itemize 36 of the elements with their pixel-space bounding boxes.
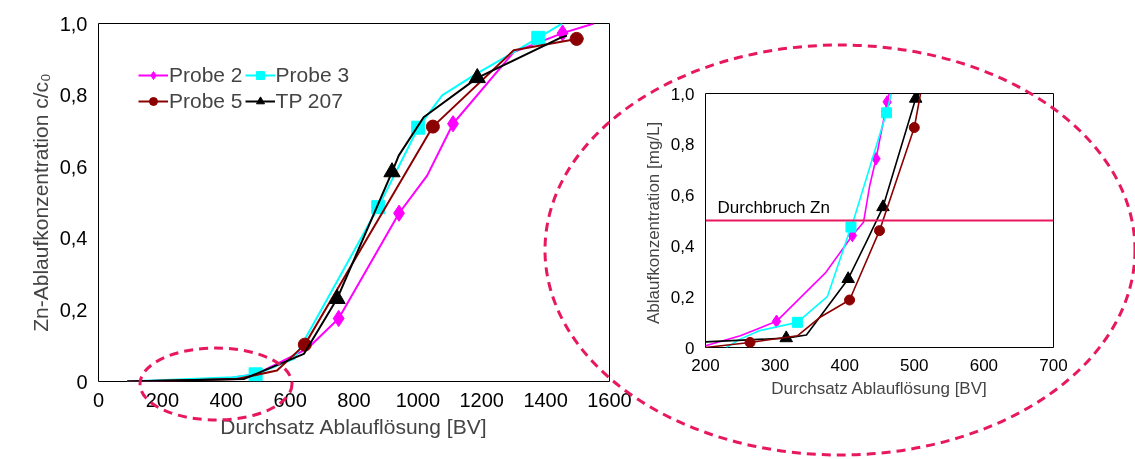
x-tick-label: 800 [337, 388, 371, 411]
y-tick-label: 0 [76, 370, 88, 393]
x-tick-label: 300 [760, 355, 790, 375]
x-tick-label: 0 [92, 388, 105, 411]
x-tick-label: 600 [969, 355, 999, 375]
x-tick-label: 1400 [523, 388, 568, 411]
y-tick-label: 0,6 [59, 155, 88, 178]
legend-label: TP 207 [275, 89, 343, 113]
x-tick-label: 600 [273, 388, 307, 411]
y-axis-title: Zn-Ablaufkonzentration c/c₀ [28, 73, 52, 332]
legend-label: Probe 5 [169, 89, 243, 113]
y-axis-title: Ablaufkonzentration [mg/L] [643, 121, 663, 324]
y-tick-label: 0,8 [670, 135, 695, 155]
y-tick-label: 1,0 [670, 84, 695, 104]
y-tick-label: 0,8 [59, 84, 88, 107]
x-tick-label: 1000 [395, 388, 441, 411]
ref-line-label: Durchbruch Zn [717, 197, 830, 217]
legend-label: Probe 2 [169, 63, 243, 87]
x-tick-label: 400 [209, 388, 243, 411]
x-tick-label: 200 [691, 355, 720, 375]
x-tick-label: 200 [145, 388, 180, 411]
x-tick-label: 500 [900, 355, 929, 375]
legend-label: Probe 3 [275, 63, 350, 87]
y-tick-label: 0,4 [59, 227, 88, 250]
y-tick-label: 0 [685, 338, 695, 358]
x-tick-label: 700 [1039, 355, 1068, 375]
x-axis-title: Durchsatz Ablauflösung [BV] [220, 414, 487, 438]
x-axis-title: Durchsatz Ablauflösung [BV] [771, 378, 987, 398]
y-tick-label: 0,4 [670, 236, 695, 256]
x-tick-label: 400 [830, 355, 859, 375]
y-tick-label: 0,2 [670, 287, 695, 307]
y-tick-label: 0,2 [59, 298, 88, 321]
y-tick-label: 1,0 [59, 12, 88, 35]
x-tick-label: 1200 [459, 388, 504, 411]
x-tick-label: 1600 [587, 388, 632, 411]
y-tick-label: 0,6 [670, 186, 695, 206]
